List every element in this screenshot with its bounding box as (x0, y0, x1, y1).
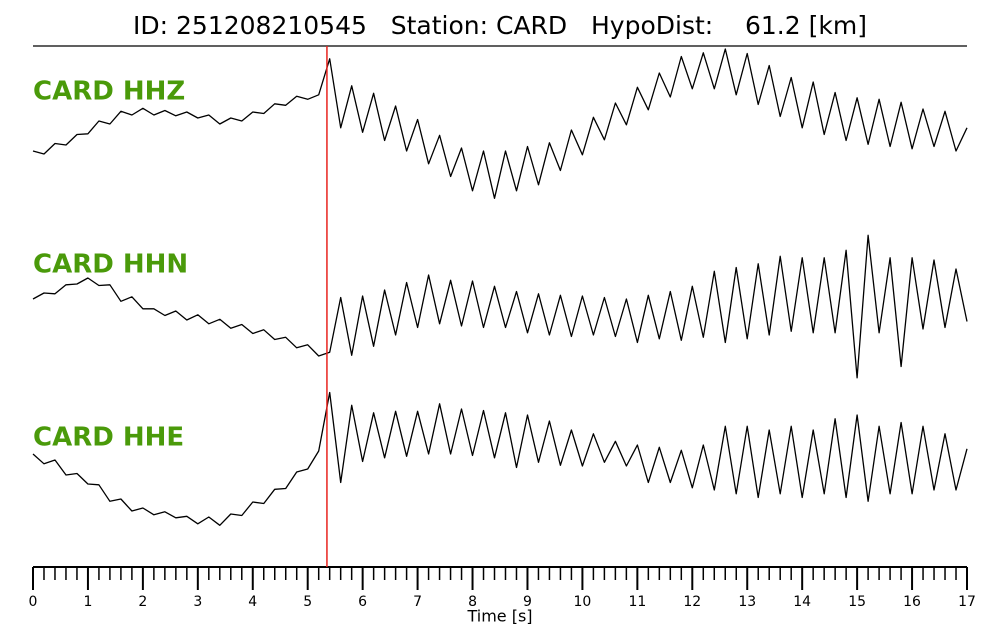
x-tick-label: 13 (738, 594, 756, 610)
x-tick-label: 8 (468, 594, 477, 610)
x-tick-label: 5 (303, 594, 312, 610)
waveform (32, 234, 968, 379)
x-tick-label: 2 (138, 594, 147, 610)
trace-label: CARD HHZ (33, 77, 185, 107)
waveform (32, 391, 968, 526)
trace-label: CARD HHN (33, 250, 188, 280)
x-tick-label: 1 (83, 594, 92, 610)
x-tick-label: 9 (523, 594, 532, 610)
waveform (32, 48, 968, 199)
x-tick-label: 16 (903, 594, 921, 610)
x-tick-label: 11 (628, 594, 646, 610)
x-tick-label: 15 (848, 594, 866, 610)
x-tick-label: 0 (29, 594, 38, 610)
x-tick-label: 4 (248, 594, 257, 610)
x-tick-label: 3 (193, 594, 202, 610)
x-tick-label: 6 (358, 594, 367, 610)
x-tick-label: 14 (793, 594, 811, 610)
x-tick-label: 12 (683, 594, 701, 610)
trace-label: CARD HHE (33, 423, 184, 453)
x-tick-label: 10 (573, 594, 591, 610)
x-tick-label: 7 (413, 594, 422, 610)
x-tick-label: 17 (958, 594, 976, 610)
chart-title: ID: 251208210545 Station: CARD HypoDist:… (133, 11, 867, 40)
x-axis-label: Time [s] (466, 607, 532, 626)
